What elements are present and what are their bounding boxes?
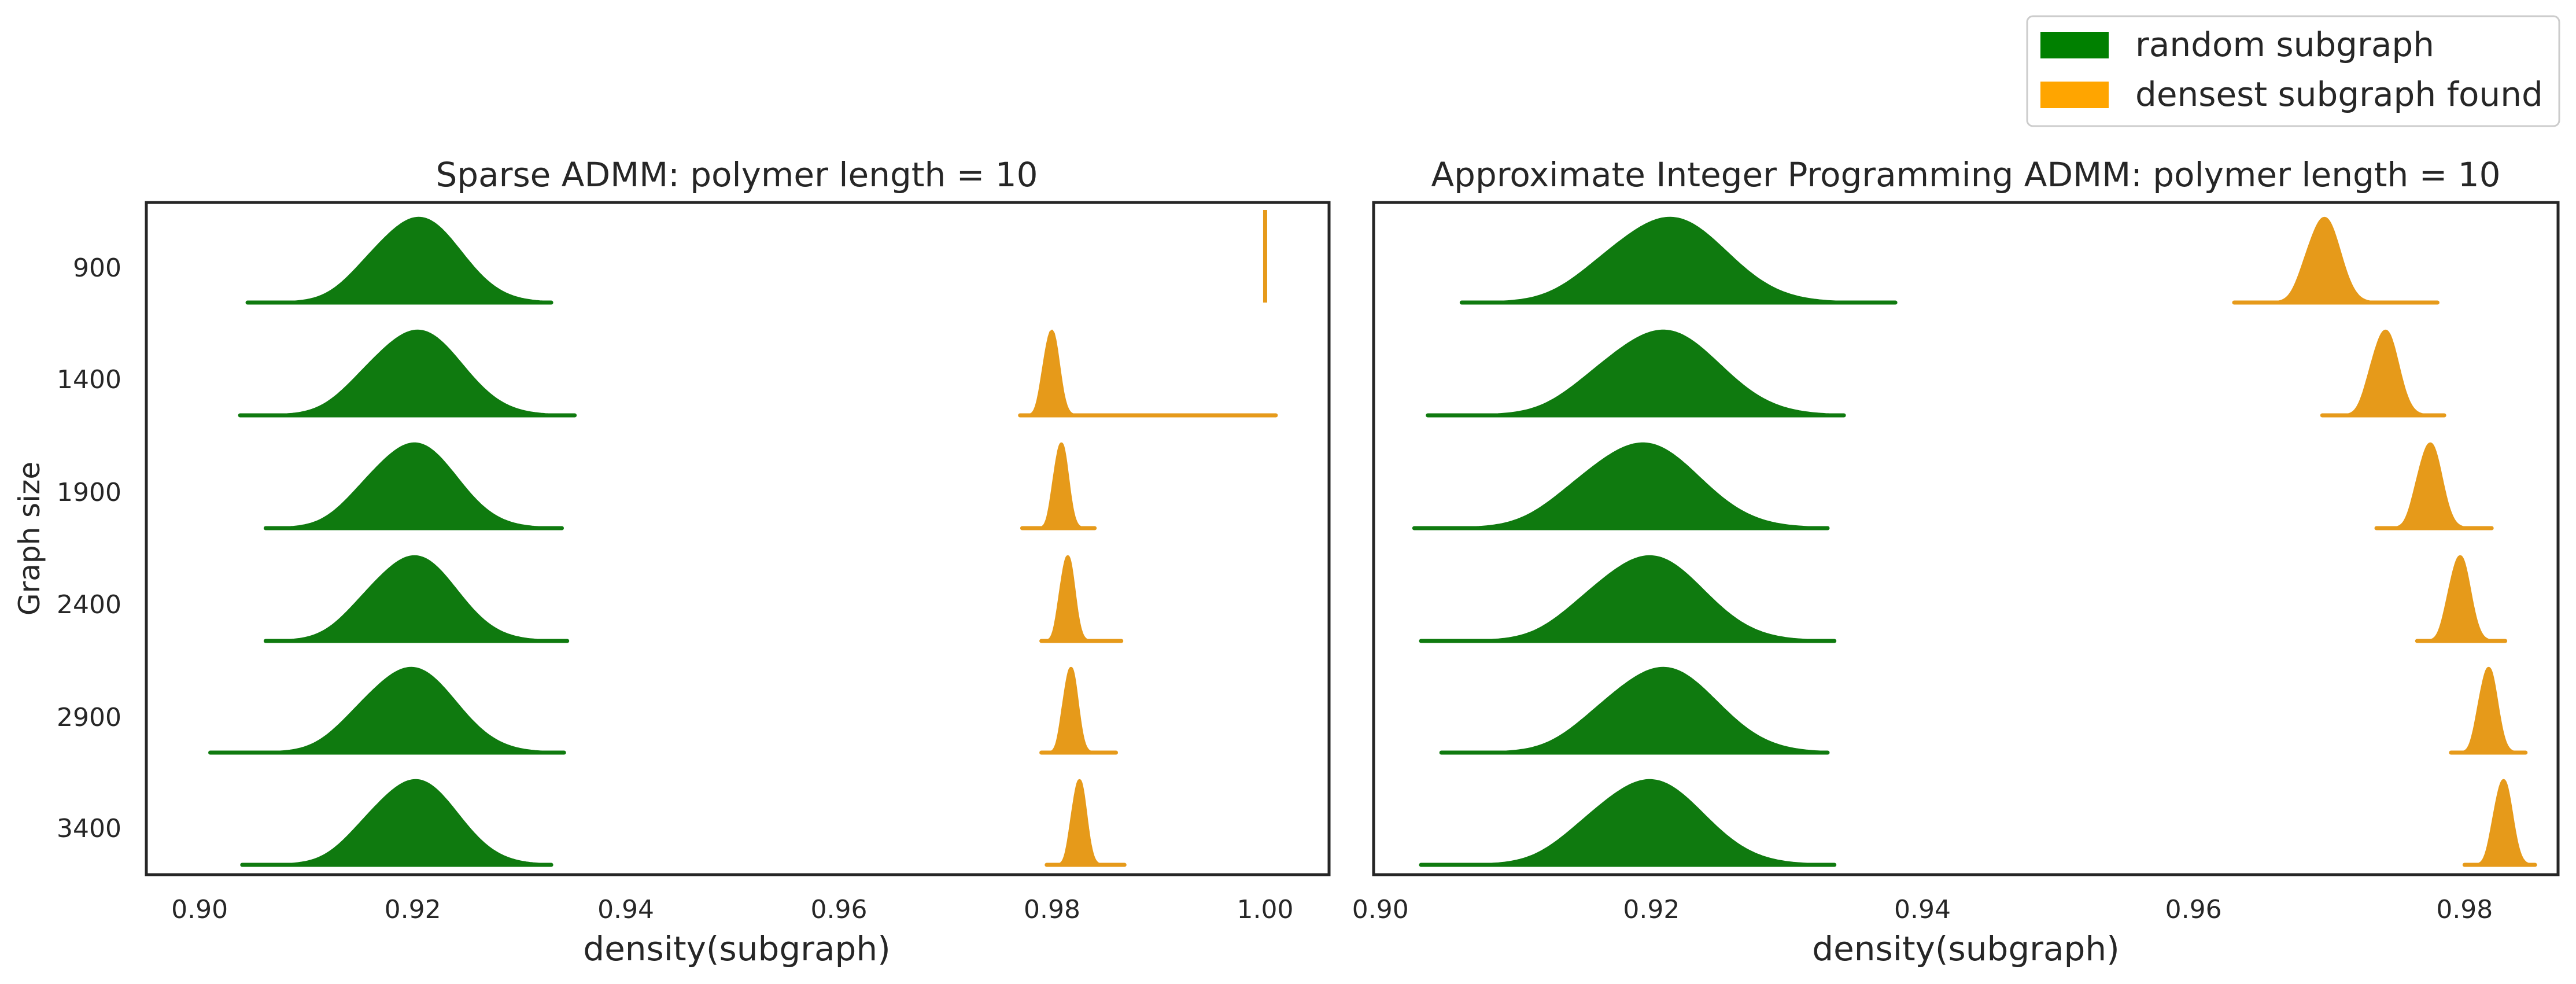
panel-sparse-admm: Sparse ADMM: polymer length = 10 0.90 0.9… [13,155,1331,968]
x-tick-label: 0.92 [1623,895,1680,924]
x-tick-labels: 0.90 0.92 0.94 0.96 0.98 1.00 [171,895,1293,924]
random-ridge-1900 [1413,442,1829,529]
random-ridge-3400 [1420,779,1836,866]
plot-area [1412,216,2537,867]
random-ridge-2900 [209,666,566,754]
random-ridge-900 [246,216,553,304]
densest-ridge-2900 [1040,666,1117,754]
x-axis-label: density(subgraph) [583,929,891,968]
panel-title: Sparse ADMM: polymer length = 10 [436,155,1038,194]
panel-title: Approximate Integer Programming ADMM: po… [1431,155,2500,194]
random-ridge-2400 [264,555,569,642]
legend: random subgraph densest subgraph found [2026,15,2560,127]
x-tick-label: 0.90 [1352,895,1409,924]
densest-ridge-1400 [1018,329,1277,417]
y-tick-labels: 900 1400 1900 2400 2900 3400 [57,253,121,843]
axes-frame [1372,201,2560,876]
y-tick-label: 1900 [57,478,121,507]
x-tick-label: 0.90 [171,895,228,924]
densest-ridge-2400 [2416,555,2507,642]
random-ridge-2400 [1420,555,1836,642]
legend-frame [2026,15,2560,127]
densest-ridge-900 [2232,216,2439,304]
legend-label-random: random subgraph [2135,25,2434,64]
y-tick-label: 3400 [57,814,121,843]
random-ridge-3400 [241,779,553,866]
y-tick-label: 2900 [57,703,121,732]
random-ridge-1900 [264,442,563,529]
x-axis-label: density(subgraph) [1812,929,2120,968]
legend-label-densest: densest subgraph found [2135,75,2543,114]
densest-ridge-2400 [1040,555,1123,642]
densest-ridge-3400 [2463,779,2537,866]
densest-ridge-1400 [2321,329,2446,417]
x-tick-label: 0.94 [597,895,654,924]
densest-ridge-1900 [1021,442,1096,529]
x-tick-labels: 0.90 0.92 0.94 0.96 0.98 [1352,895,2493,924]
random-ridge-2900 [1440,666,1829,754]
x-tick-label: 0.94 [1894,895,1951,924]
plot-area [208,210,1278,867]
panel-approx-integer-admm: Approximate Integer Programming ADMM: po… [1352,155,2560,968]
random-ridge-1400 [1426,329,1846,417]
random-ridge-1400 [239,329,576,417]
legend-swatch-random [2040,32,2109,58]
axes-frame [145,201,1331,876]
y-axis-label: Graph size [13,462,46,616]
y-tick-label: 1400 [57,365,121,395]
x-tick-label: 0.98 [2436,895,2493,924]
x-tick-label: 0.98 [1024,895,1080,924]
random-ridge-900 [1460,216,1897,304]
densest-ridge-3400 [1045,779,1126,866]
y-tick-label: 900 [73,253,121,283]
x-tick-label: 0.92 [385,895,441,924]
legend-swatch-densest [2040,82,2109,108]
densest-ridge-1900 [2375,442,2493,529]
x-tick-label: 1.00 [1237,895,1293,924]
densest-ridge-2900 [2449,666,2527,754]
y-tick-label: 2400 [57,590,121,620]
x-tick-label: 0.96 [2165,895,2222,924]
x-tick-label: 0.96 [811,895,868,924]
